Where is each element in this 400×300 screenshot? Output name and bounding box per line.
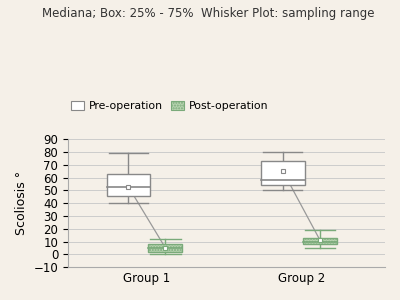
Text: Mediana; Box: 25% - 75%  Whisker Plot: sampling range: Mediana; Box: 25% - 75% Whisker Plot: sa…	[42, 8, 374, 20]
Bar	[107, 174, 150, 196]
Bar	[303, 238, 337, 244]
Legend: Pre-operation, Post-operation: Pre-operation, Post-operation	[67, 96, 273, 115]
Bar	[148, 244, 182, 252]
Bar	[261, 161, 304, 185]
Y-axis label: Scoliosis °: Scoliosis °	[15, 171, 28, 235]
